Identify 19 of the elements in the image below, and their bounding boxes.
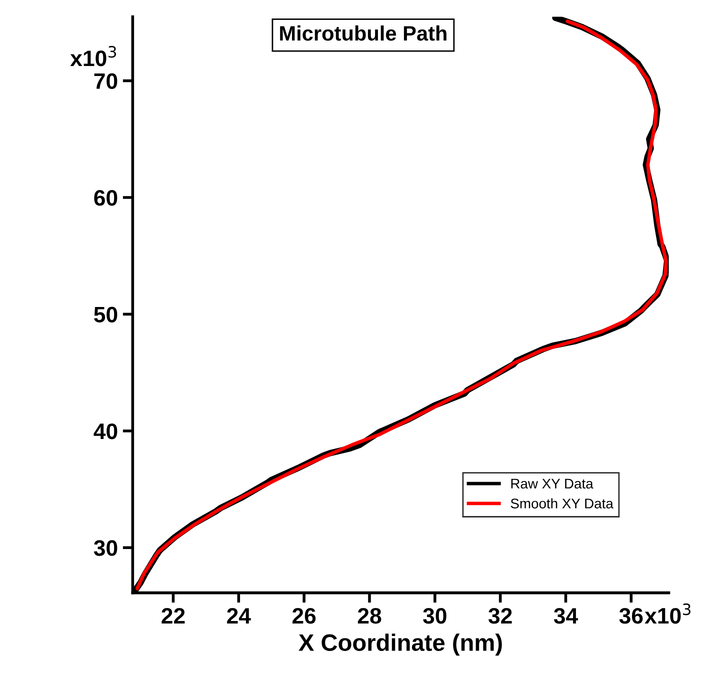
text: x10$^{3}$ — [70, 46, 116, 66]
x-tick-label: 22 — [162, 608, 185, 624]
legend-label: Smooth XY Data — [510, 498, 614, 508]
x-tick-label: 28 — [358, 608, 382, 624]
x-tick-label: 26 — [292, 608, 316, 624]
y-tick-label: 70 — [94, 73, 118, 90]
x-tick-label: 34 — [554, 608, 578, 624]
x-axis-title: X Coordinate (nm) — [298, 634, 502, 656]
chart-title: Microtubule Path — [280, 25, 446, 41]
y-tick-label: 40 — [94, 423, 118, 440]
text: x10$^{3}$ — [644, 603, 690, 624]
legend-label: Raw XY Data — [511, 478, 594, 489]
x-tick-label: 32 — [488, 608, 512, 624]
x-tick-label: 24 — [227, 608, 251, 624]
y-tick-label: 50 — [94, 306, 118, 322]
y-tick-label: 60 — [94, 190, 118, 206]
x-tick-label: 36 — [619, 608, 643, 624]
x-tick-label: 30 — [423, 608, 446, 624]
y-tick-label: 30 — [94, 540, 118, 556]
